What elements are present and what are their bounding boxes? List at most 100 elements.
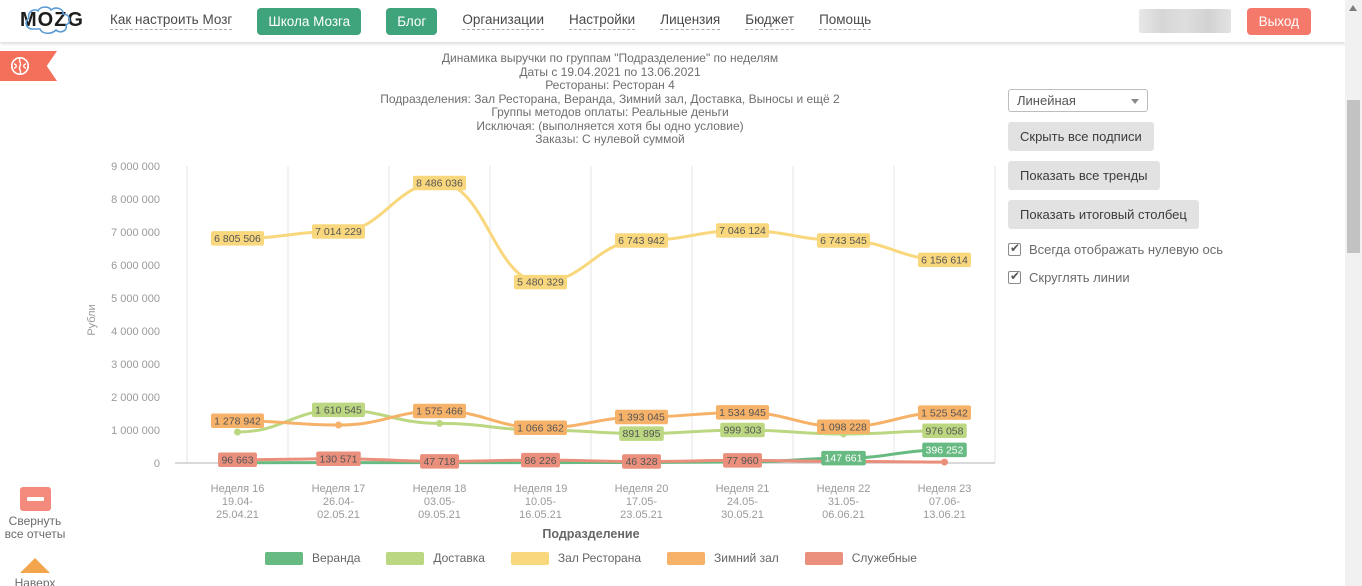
chart-title-line-3: Подразделения: Зал Ресторана, Веранда, З… — [380, 91, 840, 106]
data-point[interactable] — [234, 428, 241, 436]
data-label-box — [218, 452, 257, 468]
report-ribbon[interactable] — [0, 51, 57, 81]
data-label-box — [211, 413, 264, 429]
data-label-text: 6 805 506 — [214, 233, 261, 245]
data-label-box — [420, 454, 459, 469]
data-point[interactable] — [335, 421, 342, 429]
data-label-box — [918, 405, 971, 420]
data-label-text: 1 610 545 — [315, 404, 362, 416]
chart-controls-panel: Линейная Скрыть все подписи Показать все… — [1008, 89, 1223, 285]
checkbox-checked-icon — [1008, 269, 1021, 284]
x-tick-label: Неделя 16 19.04-25.04.21 — [211, 483, 265, 521]
page-scrollbar[interactable] — [1345, 0, 1362, 586]
x-tick-label: Неделя 23 07.06-13.06.21 — [918, 483, 972, 521]
y-tick-label: 8 000 000 — [111, 194, 160, 206]
data-label-box — [312, 224, 365, 239]
chart-title-line-5: Исключая: (выполняется хотя бы одно усло… — [476, 118, 744, 133]
nav-link-3[interactable]: Организации — [462, 12, 545, 30]
y-tick-label: 6 000 000 — [111, 260, 160, 272]
legend-label: Веранда — [312, 551, 361, 565]
data-label-box — [817, 233, 870, 248]
always-show-zero-axis-checkbox[interactable]: Всегда отображать нулевую ось — [1008, 241, 1223, 257]
scroll-to-top-icon[interactable] — [20, 558, 50, 573]
nav-button-2[interactable]: Блог — [386, 7, 438, 35]
legend-item-3[interactable]: Зимний зал — [667, 551, 779, 565]
legend-swatch — [386, 551, 425, 565]
chart-type-select[interactable]: Линейная — [1008, 89, 1148, 112]
data-label-box — [817, 419, 870, 435]
data-label-text: 147 661 — [825, 453, 863, 465]
data-label-text: 396 252 — [926, 445, 964, 457]
x-tick-label: Неделя 18 03.05-09.05.21 — [413, 483, 467, 521]
legend-item-4[interactable]: Служебные — [804, 551, 917, 565]
legend-item-2[interactable]: Зал Ресторана — [510, 551, 641, 565]
data-label-text: 86 226 — [524, 455, 556, 467]
data-label-box — [723, 453, 762, 468]
data-label-box — [716, 405, 769, 420]
data-label-box — [720, 422, 765, 438]
logout-button[interactable]: Выход — [1246, 7, 1311, 35]
show-all-trends-button[interactable]: Показать все тренды — [1008, 161, 1160, 190]
user-name-redacted — [1138, 9, 1231, 33]
data-label-text: 1 525 542 — [921, 407, 968, 419]
data-label-text: 976 058 — [926, 425, 964, 437]
data-label-text: 6 743 545 — [820, 235, 867, 247]
y-tick-label: 1 000 000 — [111, 425, 160, 437]
data-label-box — [922, 423, 967, 439]
x-tick-label: Неделя 22 31.05-06.06.21 — [817, 483, 871, 521]
data-label-box — [821, 450, 866, 466]
revenue-line-chart: 0 1 000 000 2 000 000 3 000 000 4 000 000 5 0… — [86, 161, 996, 541]
hide-all-labels-button[interactable]: Скрыть все подписи — [1008, 122, 1154, 151]
y-tick-label: 2 000 000 — [111, 392, 160, 404]
y-tick-label: 4 000 000 — [111, 326, 160, 338]
data-label-box — [619, 426, 664, 441]
brain-icon — [10, 56, 30, 76]
x-tick-label: Неделя 17 26.04-02.05.21 — [312, 483, 366, 521]
logo-brain-outline-icon — [25, 6, 71, 35]
y-axis-title: Рубли — [86, 304, 98, 335]
data-label-text: 999 303 — [724, 425, 762, 437]
legend-label: Служебные — [851, 551, 917, 565]
legend-swatch — [804, 551, 843, 565]
data-label-text: 77 960 — [726, 455, 758, 467]
show-total-column-button[interactable]: Показать итоговый столбец — [1008, 200, 1199, 229]
left-tools: Свернуть все отчеты Наверх — [0, 487, 70, 586]
round-lines-checkbox[interactable]: Скруглять линии — [1008, 269, 1208, 285]
data-label-text: 6 156 614 — [921, 254, 968, 266]
data-label-text: 46 328 — [625, 456, 657, 468]
data-label-text: 7 046 124 — [719, 225, 766, 237]
data-label-box — [622, 454, 661, 469]
scrollbar-thumb[interactable] — [1347, 100, 1360, 253]
data-point[interactable] — [941, 458, 948, 466]
chart-title-line-4: Группы методов оплаты: Реальные деньги — [491, 105, 729, 119]
data-label-box — [413, 403, 466, 419]
collapse-all-reports-button[interactable] — [19, 487, 51, 511]
data-label-text: 891 895 — [623, 428, 661, 440]
data-label-box — [521, 452, 560, 468]
data-label-text: 1 575 466 — [416, 406, 463, 418]
nav-button-1[interactable]: Школа Мозга — [257, 7, 362, 35]
y-tick-label: 5 000 000 — [111, 293, 160, 305]
nav-link-0[interactable]: Как настроить Мозг — [110, 12, 233, 30]
data-label-text: 6 743 942 — [618, 235, 665, 247]
nav-link-6[interactable]: Бюджет — [745, 12, 795, 30]
y-tick-label: 3 000 000 — [111, 359, 160, 371]
data-label-box — [211, 231, 264, 246]
legend-item-0[interactable]: Веранда — [265, 551, 360, 565]
x-tick-label: Неделя 21 24.05-30.05.21 — [716, 483, 770, 521]
nav-link-7[interactable]: Помощь — [819, 12, 872, 30]
scrollbar-up-arrow-icon[interactable] — [1349, 5, 1357, 11]
checkbox-checked-icon — [1008, 241, 1021, 256]
data-label-box — [716, 223, 769, 238]
chart-title-line-2: Рестораны: Ресторан 4 — [545, 78, 675, 92]
topbar-right: Выход — [1138, 7, 1325, 35]
collapse-all-reports-label: Свернуть все отчеты — [4, 514, 66, 541]
main-nav: Как настроить Мозг Школа Мозга Блог Организ… — [110, 7, 872, 35]
nav-link-5[interactable]: Лицензия — [660, 12, 721, 30]
data-point[interactable] — [436, 419, 443, 427]
legend-item-1[interactable]: Доставка — [386, 551, 485, 565]
nav-link-4[interactable]: Настройки — [569, 12, 636, 30]
logo-mozg[interactable]: MOZG — [20, 6, 83, 35]
data-label-text: 1 066 362 — [517, 422, 564, 434]
